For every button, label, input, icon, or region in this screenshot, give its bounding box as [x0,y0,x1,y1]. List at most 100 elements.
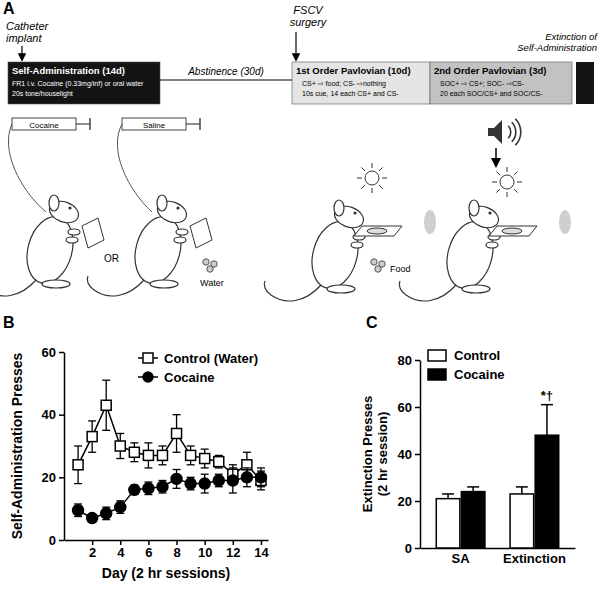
light-ray [492,182,497,183]
tick-mark [59,414,64,416]
tick-label: 60 [398,400,412,415]
bar [436,499,460,548]
speaker [488,120,502,144]
error-bar [201,449,209,468]
axis-title: Self-Administration Presses [9,352,25,539]
phase-box [8,62,160,104]
error-bar [130,443,138,462]
tick-label: 12 [226,545,240,560]
tick-label: 6 [145,545,152,560]
legend-label: Control [454,348,500,363]
phase-title: Abstinence (30d) [187,66,264,77]
legend: Control (Water)Cocaine [138,351,258,385]
light-ray [507,192,508,197]
syringe [12,118,76,130]
axis: 0204060 [42,345,65,548]
light-ray [517,182,522,183]
pellet [203,259,209,265]
marker [200,454,210,464]
marker [171,473,182,484]
rat-paw [66,237,78,243]
rat-ear [157,195,167,211]
legend-swatch [428,350,446,361]
tick: 60 [398,400,420,415]
error-bar [74,446,82,484]
marker [186,450,196,460]
tick: 8 [173,540,180,560]
tick: 20 [398,494,420,509]
error-bar [187,446,195,465]
tick-mark [415,548,420,550]
tick-label: 20 [398,494,412,509]
axis: 020406080 [398,353,421,556]
phase-detail: 20s tone/houselight [12,90,73,98]
rat-tail [0,276,36,296]
light-ray [372,188,373,193]
legend: ControlCocaine [428,348,505,382]
marker [213,475,224,486]
phase-detail: SOC+ ⇨ CS+; SOC- ⇨CS- [440,80,525,87]
marker [172,428,182,438]
rat-ear [334,200,344,216]
phase-title: Self-Administration (14d) [12,65,125,76]
panel-a: ACatheterimplantFSCVsurgeryExtinction of… [0,0,598,301]
tick-label: 40 [398,447,412,462]
error-bar [516,487,528,494]
rat-ear [49,195,59,211]
light-ray [372,163,373,168]
marker [214,457,224,467]
lever [559,210,571,234]
figure: ACatheterimplantFSCVsurgeryExtinction of… [0,0,602,590]
legend-label: Control (Water) [164,351,258,366]
panel-c: C020406080SAExtinctionExtinction Presses… [360,314,576,566]
light-ray [382,178,387,179]
marker [199,478,210,489]
light-ray [507,167,508,172]
axis: SAExtinction [421,548,576,566]
timeline [160,79,292,80]
water-label: Water [200,278,224,288]
plot-area [436,405,558,548]
marker [185,478,196,489]
rat-foot [150,280,178,288]
bar [535,435,559,548]
phase-title: 1st Order Pavlovian (10d) [296,65,411,76]
rat-body [305,216,365,293]
tick: 40 [398,447,420,462]
error-bar [158,446,166,465]
tick-label: 4 [117,545,125,560]
rat-eye [353,211,356,214]
event-label: FSCVsurgery [290,4,328,28]
tube [117,124,152,212]
tick-mark [415,501,420,503]
marker [227,475,238,486]
error-bar [173,415,181,453]
syringe-plunger [89,118,91,130]
rat [399,200,501,301]
error-bar [102,380,110,430]
plot-area [73,380,267,523]
legend-marker [143,353,153,363]
marker [241,472,252,483]
syringe-label: Saline [143,121,166,130]
rat-eye [488,211,491,214]
marker [115,441,125,451]
phase-title: 2nd Order Pavlovian (3d) [434,65,546,76]
rat-paw [351,242,363,248]
light-ray [357,178,362,179]
marker [73,505,84,516]
tick-mark [59,540,64,542]
arrow [495,148,497,166]
tick: 20 [42,470,64,485]
error-bar [541,405,553,436]
rat-foot [42,280,70,288]
tick-label: 8 [173,545,180,560]
rat-paw [68,229,80,235]
label-line: implant [6,32,42,44]
label-line: (2 hr session) [375,412,390,497]
marker [157,450,167,460]
syringe [122,118,186,130]
syringe-plunger [76,123,90,124]
sound-wave [508,125,512,139]
rat-body [20,211,80,288]
